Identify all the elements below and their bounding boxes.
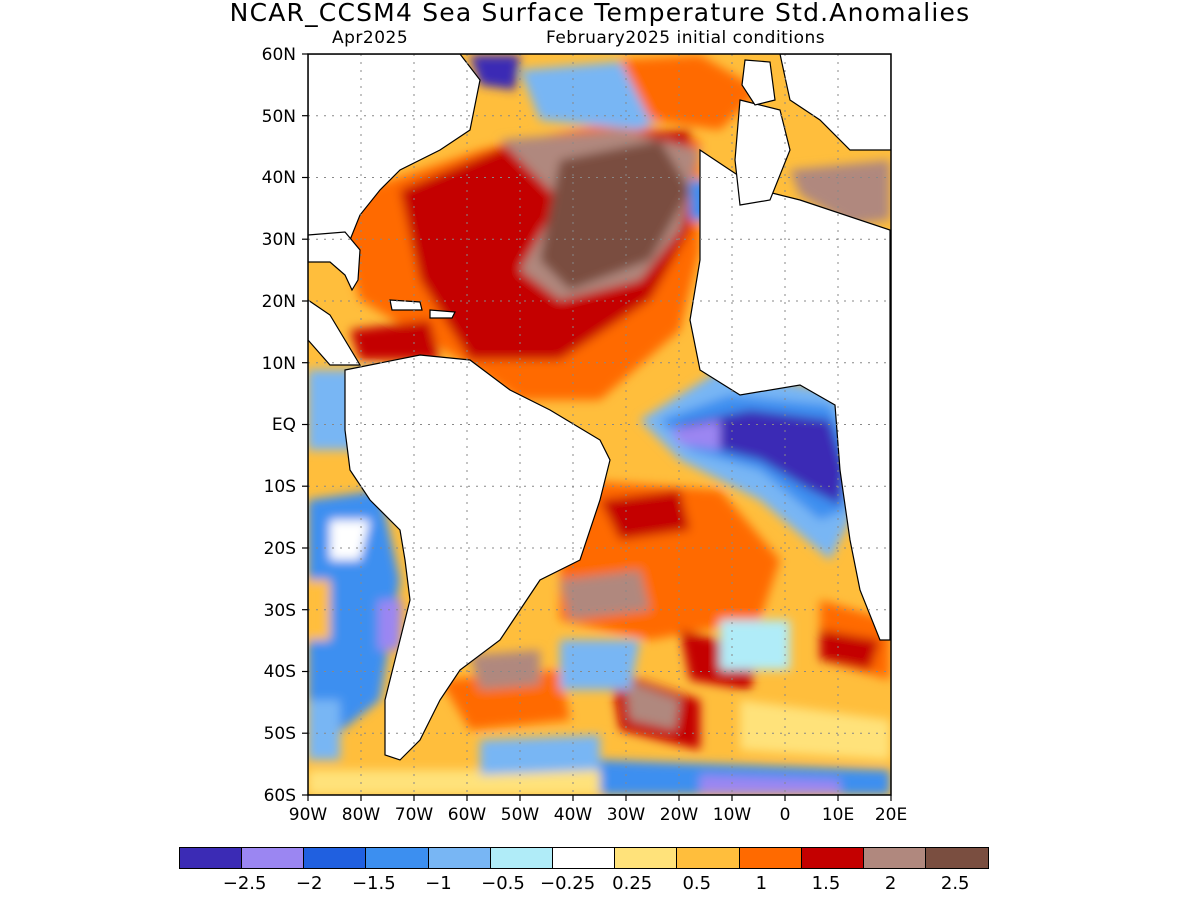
colorbar-swatch — [365, 847, 429, 869]
lat-label: EQ — [272, 415, 296, 435]
colorbar-swatch — [925, 847, 989, 869]
lon-label: 10W — [713, 805, 752, 825]
lon-label: 50W — [501, 805, 540, 825]
colorbar-swatch — [863, 847, 927, 869]
lat-label: 30N — [262, 230, 296, 250]
land-masses — [308, 54, 891, 761]
colorbar-label: 0.25 — [612, 873, 653, 894]
anomaly-field — [308, 54, 891, 795]
colorbar-label: 2 — [884, 873, 897, 894]
colorbar — [178, 847, 989, 869]
lon-label: 0 — [780, 805, 791, 825]
colorbar-label: −1.5 — [351, 873, 396, 894]
colorbar-swatch — [738, 847, 803, 869]
colorbar-label: 1 — [755, 873, 768, 894]
lon-label: 30W — [607, 805, 646, 825]
lat-labels: 60N 50N 40N 30N 20N 10N EQ 10S 20S 30S 4… — [262, 45, 296, 806]
colorbar-swatch — [241, 847, 305, 869]
lat-label: 10S — [264, 477, 296, 497]
lat-label: 20S — [264, 539, 296, 559]
colorbar-swatch — [489, 847, 554, 869]
colorbar-label: −2 — [295, 873, 323, 894]
lon-label: 60W — [448, 805, 487, 825]
colorbar-swatch — [552, 847, 616, 869]
colorbar-swatch — [676, 847, 740, 869]
lon-label: 40W — [554, 805, 593, 825]
lat-label: 10N — [262, 354, 296, 374]
colorbar-swatch — [427, 847, 492, 869]
lat-label: 50N — [262, 107, 296, 127]
colorbar-swatch — [800, 847, 865, 869]
colorbar-label: −2.5 — [222, 873, 267, 894]
colorbar-label: −1 — [425, 873, 452, 894]
lat-label: 60S — [264, 786, 296, 806]
gridlines — [308, 54, 891, 795]
lat-label: 20N — [262, 292, 296, 312]
axis-ticks — [302, 53, 892, 801]
lat-label: 30S — [264, 601, 296, 621]
colorbar-label: 2.5 — [940, 873, 970, 894]
colorbar-label: −0.25 — [540, 873, 596, 894]
lon-label: 70W — [395, 805, 434, 825]
lat-label: 40S — [264, 662, 296, 682]
colorbar-swatch — [614, 847, 678, 869]
colorbar-swatch — [178, 847, 243, 869]
lon-label: 20W — [660, 805, 699, 825]
lat-label: 40N — [262, 168, 296, 188]
colorbar-label: 1.5 — [811, 873, 841, 894]
lon-label: 90W — [289, 805, 328, 825]
chart-title: NCAR_CCSM4 Sea Surface Temperature Std.A… — [229, 0, 971, 27]
lon-labels: 90W 80W 70W 60W 50W 40W 30W 20W 10W 0 10… — [289, 805, 907, 825]
colorbar-swatch — [303, 847, 367, 869]
initial-conditions: February2025 initial conditions — [546, 28, 826, 48]
lon-label: 20E — [875, 805, 907, 825]
forecast-month: Apr2025 — [332, 28, 409, 48]
colorbar-label: 0.5 — [682, 873, 712, 894]
lat-label: 50S — [264, 724, 296, 744]
lon-label: 80W — [342, 805, 381, 825]
lon-label: 10E — [822, 805, 854, 825]
lat-label: 60N — [262, 45, 296, 65]
colorbar-label: −0.5 — [481, 873, 525, 894]
